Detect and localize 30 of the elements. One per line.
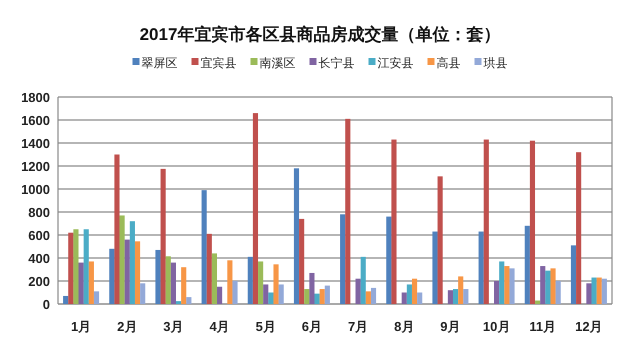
y-tick-label: 0 <box>42 297 50 312</box>
x-tick-label: 7月 <box>348 319 368 334</box>
chart-title: 2017年宜宾市各区县商品房成交量（单位：套） <box>140 25 500 44</box>
x-tick-label: 12月 <box>575 319 603 334</box>
legend-label: 南溪区 <box>260 56 296 70</box>
x-tick-label: 5月 <box>256 319 276 334</box>
y-tick-label: 1800 <box>21 90 50 105</box>
y-tick-label: 800 <box>28 205 50 220</box>
legend-label: 宜宾县 <box>200 56 236 70</box>
y-tick-label: 400 <box>28 251 50 266</box>
legend-label: 江安县 <box>378 56 414 70</box>
y-tick-label: 200 <box>28 274 50 289</box>
y-tick-label: 1600 <box>21 113 50 128</box>
x-tick-label: 9月 <box>440 319 461 334</box>
y-tick-label: 1000 <box>21 182 50 197</box>
x-tick-label: 8月 <box>394 319 414 334</box>
legend-label: 长宁县 <box>318 56 354 70</box>
legend-label: 翠屏区 <box>142 56 178 70</box>
x-tick-label: 3月 <box>163 319 184 334</box>
x-tick-label: 11月 <box>529 319 556 334</box>
y-tick-label: 600 <box>28 228 50 243</box>
x-tick-label: 2月 <box>117 319 138 334</box>
legend-label: 高县 <box>436 56 460 70</box>
y-tick-label: 1200 <box>21 159 50 174</box>
legend-label: 珙县 <box>484 56 508 70</box>
x-tick-label: 6月 <box>302 319 322 334</box>
x-tick-label: 1月 <box>70 319 92 334</box>
y-tick-label: 1400 <box>21 136 50 151</box>
x-tick-label: 10月 <box>482 319 510 334</box>
x-tick-label: 4月 <box>209 319 230 334</box>
